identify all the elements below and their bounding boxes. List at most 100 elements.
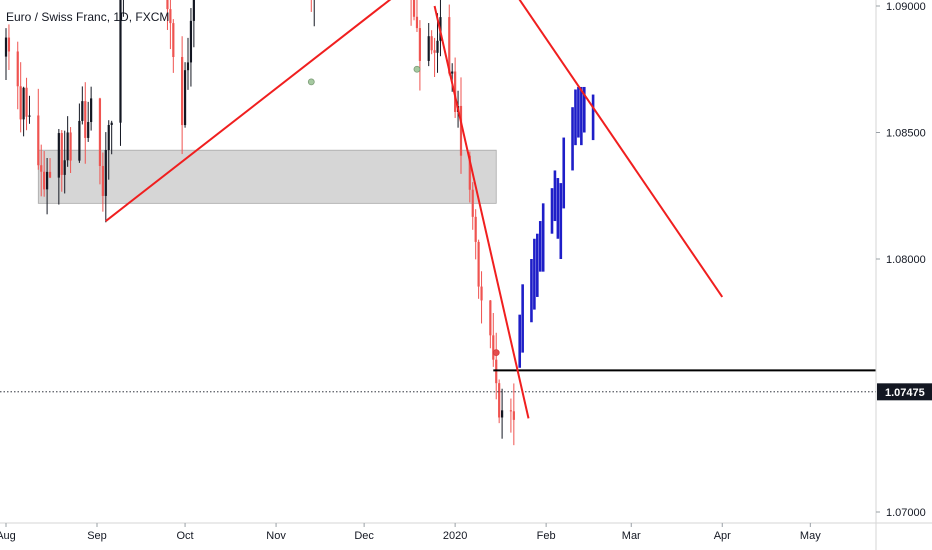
candle-body [474,216,477,242]
support-zone [37,149,497,204]
candle-body [172,23,175,57]
candle-body [192,0,195,21]
candle-body [512,411,515,420]
candle-body [433,50,436,53]
candle-body [19,86,22,120]
candle-body [451,71,454,74]
candle-body [169,9,172,24]
candle-body [28,115,31,117]
current-price-label-bg [877,383,932,401]
candle-body [63,160,66,175]
x-tick-label: Feb [537,530,556,542]
x-tick-label: Oct [177,530,194,542]
projection-bar [580,86,583,146]
candles [4,0,515,446]
x-tick-label: 2020 [443,530,467,542]
projection-bar [518,314,522,368]
projection-bar [559,183,563,259]
candle-body [468,155,471,190]
candle-body [16,51,19,87]
candle-body [45,171,49,190]
candle-body [498,383,501,418]
projection-bar [556,178,560,239]
candle-body [181,56,184,126]
candle-body [430,36,433,51]
candle-body [471,189,474,217]
candle-body [119,0,122,123]
trendlines [0,0,876,419]
candle-body [418,28,422,61]
candle-body [427,36,430,61]
projection-bar [591,94,595,141]
y-tick-label: 1.08500 [886,128,926,140]
candle-body [104,149,107,196]
candle-body [22,87,25,120]
candle-body [110,122,113,125]
candle-body [25,87,28,117]
candle-body [87,122,90,138]
y-tick-label: 1.07000 [886,507,926,519]
candle-body [480,286,483,301]
candle-body [60,133,63,175]
candle-body [495,359,498,384]
chart-title: Euro / Swiss Franc, 1D, FXCM [6,10,169,24]
candle-body [415,16,419,29]
projection-bar [562,137,566,209]
signal-marker-green [413,65,421,73]
candle-body [107,124,110,150]
candle-body [448,17,451,74]
candle-body [48,171,52,178]
candle-body [436,40,439,53]
candle-body [477,241,480,287]
candle-body [489,300,492,336]
candle-body [459,105,463,156]
candle-body [166,0,169,10]
projection-bar [574,89,577,146]
candle-body [37,115,40,166]
candle-body [78,120,81,161]
candle-body [40,165,43,172]
projection-bar [553,170,557,222]
candle-body [492,335,495,360]
projection-bar [541,203,545,272]
x-tick-label: Nov [266,530,286,542]
candle-body [183,70,187,126]
candle-body [69,132,72,161]
candle-body [84,101,87,138]
candle-body [81,101,84,121]
candle-body [98,98,102,166]
x-tick-label: Dec [354,530,374,542]
candle-body [101,165,104,196]
candle-body [189,20,193,63]
trendline-steep-descending [433,5,530,419]
candle-body [7,37,11,52]
signal-marker-green [307,78,315,86]
candle-body [412,0,416,17]
candle-body [57,133,60,178]
candle-body [4,37,8,57]
candle-body [90,98,93,123]
projection-bar [571,107,574,171]
projection-bar [582,86,586,133]
markers [307,65,500,357]
x-tick-label: Aug [0,530,16,542]
projection-bar [533,238,536,310]
trendline-rising-support [105,0,392,222]
current-price-value: 1.07475 [885,387,925,399]
projection-bar [577,86,580,138]
candle-body [509,410,513,412]
trendline-upper-descending [518,0,724,298]
projection-bars [518,86,595,368]
support-zone-layer [37,149,497,204]
signal-marker-red [492,349,500,357]
x-tick-label: Apr [714,530,731,542]
projection-bar [538,221,542,272]
x-tick-label: Sep [87,530,107,542]
candle-body [186,62,190,71]
y-tick-label: 1.09000 [886,1,926,13]
candle-body [66,132,69,161]
projection-bar [521,284,524,353]
